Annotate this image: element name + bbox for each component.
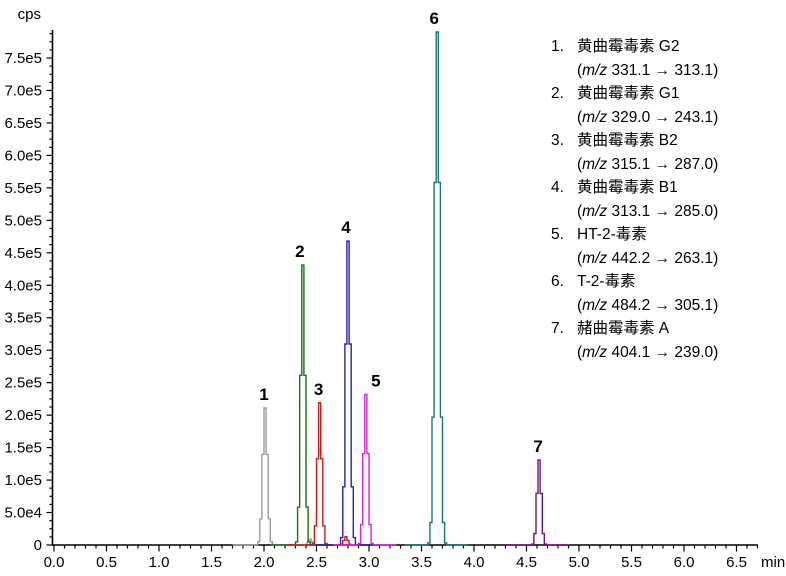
y-tick-label: 4.5e5	[4, 245, 42, 262]
peak-number-label-4: 4	[341, 218, 351, 237]
x-tick-label: 0.0	[44, 554, 65, 571]
y-tick-label: 7.5e5	[4, 50, 42, 67]
x-tick-label: 4.5	[516, 554, 537, 571]
legend-item: 4. 黄曲霉毒素 B1 (m/z 313.1 → 285.0)	[551, 176, 718, 223]
mz-italic-label: m/z	[582, 108, 608, 126]
mz-italic-label: m/z	[582, 61, 608, 79]
legend-item-transition: (m/z 315.1 → 287.0)	[577, 155, 719, 173]
y-axis-unit-label: cps	[18, 6, 41, 23]
legend-item-name-row: 6. T-2-毒素	[551, 270, 718, 294]
peak-number-label-7: 7	[533, 437, 542, 456]
legend-item-transition: (m/z 331.1 → 313.1)	[577, 61, 719, 79]
x-tick-label: 6.0	[674, 554, 695, 571]
peak-trace-7	[506, 459, 570, 546]
legend-item: 3. 黄曲霉毒素 B2 (m/z 315.1 → 287.0)	[551, 129, 718, 176]
x-tick-label: 6.5	[726, 554, 747, 571]
legend-item-compound-name: 黄曲霉毒素 B1	[577, 179, 678, 196]
legend-item-name-row: 1. 黄曲霉毒素 G2	[551, 35, 718, 59]
y-tick-label: 0	[34, 537, 42, 554]
x-tick-label: 4.0	[464, 554, 485, 571]
legend-item-number: 4.	[551, 179, 564, 196]
peak-number-label-1: 1	[259, 385, 268, 404]
x-tick-label: 1.5	[201, 554, 222, 571]
legend-item-compound-name: 赭曲霉毒素 A	[577, 320, 670, 337]
legend-item: 6. T-2-毒素 (m/z 484.2 → 305.1)	[551, 270, 718, 317]
peak-trace-2	[270, 264, 334, 546]
legend-item-transition: (m/z 484.2 → 305.1)	[577, 296, 719, 314]
peak-number-label-6: 6	[429, 9, 438, 28]
axes: 0 5.0e4 1.0e5 1.5e5 2.0e5 2.5e5 3.0e5 3.5e5 4.0e…	[4, 30, 759, 571]
legend-item-number: 1.	[551, 38, 564, 55]
legend-item-number: 5.	[551, 226, 564, 243]
peak-number-labels: 1 2 3 4 5 6 7	[259, 9, 543, 456]
legend-item-number: 2.	[551, 85, 564, 102]
x-tick-label: 5.5	[621, 554, 642, 571]
y-tick-label: 5.0e4	[4, 505, 42, 522]
peak-trace-3	[287, 402, 351, 546]
y-tick-label: 6.5e5	[4, 115, 42, 132]
mz-italic-label: m/z	[582, 296, 608, 314]
peak-trace-5	[333, 393, 397, 546]
peak-number-label-2: 2	[295, 242, 304, 261]
legend-item-name-row: 2. 黄曲霉毒素 G1	[551, 82, 718, 106]
legend-item-number: 3.	[551, 132, 564, 149]
legend-item-transition: (m/z 313.1 → 285.0)	[577, 202, 719, 220]
y-tick-label: 4.0e5	[4, 277, 42, 294]
x-tick-label: 5.0	[569, 554, 590, 571]
legend-item-compound-name: 黄曲霉毒素 G2	[577, 38, 680, 55]
peak-trace-6	[404, 31, 468, 546]
y-tick-label: 3.0e5	[4, 342, 42, 359]
x-tick-label: 1.0	[149, 554, 170, 571]
x-tick-label: 3.5	[411, 554, 432, 571]
legend-item: 5. HT-2-毒素 (m/z 442.2 → 263.1)	[551, 223, 718, 270]
legend-item-number: 6.	[551, 273, 564, 290]
legend-item-transition: (m/z 442.2 → 263.1)	[577, 249, 719, 267]
mz-italic-label: m/z	[582, 249, 608, 267]
peak-number-label-5: 5	[371, 371, 380, 390]
legend-item: 2. 黄曲霉毒素 G1 (m/z 329.0 → 243.1)	[551, 82, 718, 129]
y-tick-label: 3.5e5	[4, 310, 42, 327]
y-tick-label: 2.5e5	[4, 375, 42, 392]
legend-item-name-row: 7. 赭曲霉毒素 A	[551, 317, 718, 341]
y-tick-label: 6.0e5	[4, 147, 42, 164]
y-tick-label: 5.5e5	[4, 180, 42, 197]
legend-item-compound-name: HT-2-毒素	[577, 226, 647, 243]
mz-italic-label: m/z	[582, 343, 608, 361]
peak-trace-4	[315, 240, 379, 546]
peak-traces	[232, 31, 570, 546]
y-tick-label: 7.0e5	[4, 82, 42, 99]
baseline-bump-trace	[313, 535, 377, 546]
mz-italic-label: m/z	[582, 155, 608, 173]
y-tick-label: 1.5e5	[4, 440, 42, 457]
compound-legend: 1. 黄曲霉毒素 G2 (m/z 331.1 → 313.1) 2. 黄曲霉毒素 G1 (…	[551, 35, 718, 364]
legend-item-number: 7.	[551, 320, 564, 337]
x-tick-label: 3.0	[359, 554, 380, 571]
y-tick-label: 1.0e5	[4, 472, 42, 489]
legend-item: 7. 赭曲霉毒素 A (m/z 404.1 → 239.0)	[551, 317, 718, 364]
x-axis-unit-label: min	[761, 554, 785, 571]
peak-trace-1	[232, 407, 296, 546]
legend-item-name-row: 5. HT-2-毒素	[551, 223, 718, 247]
legend-item-transition: (m/z 329.0 → 243.1)	[577, 108, 719, 126]
legend-item-name-row: 4. 黄曲霉毒素 B1	[551, 176, 718, 200]
x-tick-label: 0.5	[96, 554, 117, 571]
legend-item-compound-name: 黄曲霉毒素 B2	[577, 132, 678, 149]
y-tick-label: 2.0e5	[4, 407, 42, 424]
x-tick-label: 2.5	[306, 554, 327, 571]
x-tick-label: 2.0	[254, 554, 275, 571]
legend-item-name-row: 3. 黄曲霉毒素 B2	[551, 129, 718, 153]
peak-number-label-3: 3	[314, 380, 323, 399]
legend-item-compound-name: T-2-毒素	[577, 273, 636, 290]
y-tick-label: 5.0e5	[4, 212, 42, 229]
legend-item: 1. 黄曲霉毒素 G2 (m/z 331.1 → 313.1)	[551, 35, 718, 82]
legend-item-compound-name: 黄曲霉毒素 G1	[577, 85, 680, 102]
mz-italic-label: m/z	[582, 202, 608, 220]
legend-item-transition: (m/z 404.1 → 239.0)	[577, 343, 719, 361]
